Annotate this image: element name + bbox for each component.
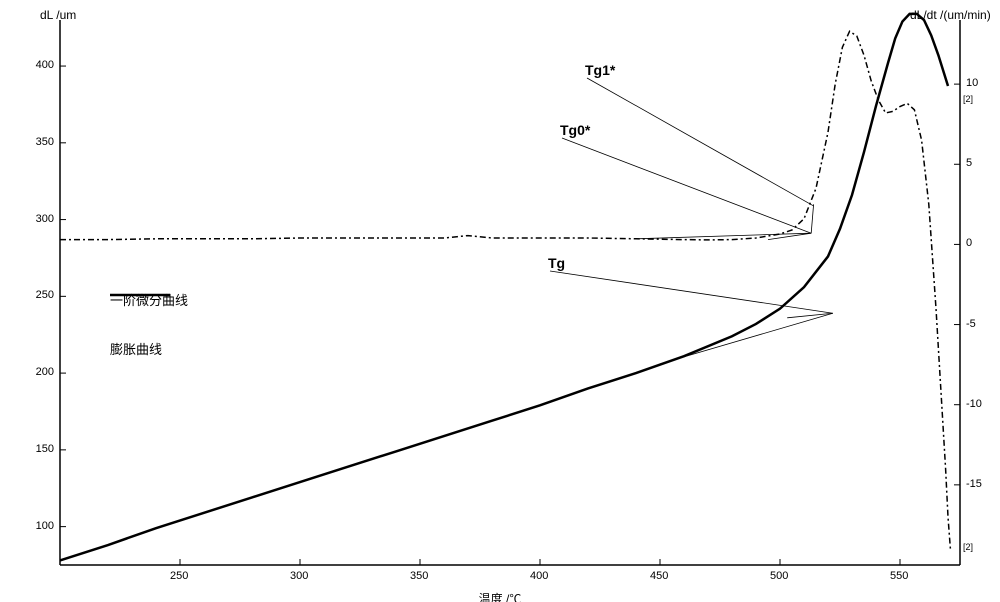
right-tick-label: -5	[966, 318, 976, 330]
left-tick-label: 350	[36, 136, 54, 148]
x-axis-title: 温度 /℃	[479, 590, 522, 602]
left-tick-label: 400	[36, 59, 54, 71]
right-tick-label: -10	[966, 398, 982, 410]
legend-label: 膨胀曲线	[110, 339, 162, 358]
x-tick-label: 250	[170, 570, 188, 582]
left-tick-label: 100	[36, 520, 54, 532]
x-tick-label: 350	[410, 570, 428, 582]
corner-mark: [2]	[963, 542, 973, 552]
right-tick-label: 5	[966, 157, 972, 169]
left-tick-label: 200	[36, 366, 54, 378]
annotation-tg0: Tg0*	[560, 122, 590, 138]
right-axis-title: dL/dt /(um/min)	[910, 8, 991, 22]
right-tick-label: -15	[966, 478, 982, 490]
left-axis-title: dL /um	[40, 8, 76, 22]
right-tick-label: 10	[966, 77, 978, 89]
annotation-tg: Tg	[548, 255, 565, 271]
x-tick-label: 550	[890, 570, 908, 582]
legend-item: 膨胀曲线	[110, 339, 188, 358]
x-tick-label: 300	[290, 570, 308, 582]
x-tick-label: 500	[770, 570, 788, 582]
left-tick-label: 250	[36, 289, 54, 301]
corner-mark: [2]	[963, 94, 973, 104]
chart-root: dL /um dL/dt /(um/min) 温度 /℃ 一阶微分曲线膨胀曲线 …	[0, 0, 1000, 602]
x-tick-label: 400	[530, 570, 548, 582]
annotation-tg1: Tg1*	[585, 62, 615, 78]
right-tick-label: 0	[966, 237, 972, 249]
left-tick-label: 300	[36, 213, 54, 225]
left-tick-label: 150	[36, 443, 54, 455]
x-tick-label: 450	[650, 570, 668, 582]
legend: 一阶微分曲线膨胀曲线	[110, 290, 188, 358]
